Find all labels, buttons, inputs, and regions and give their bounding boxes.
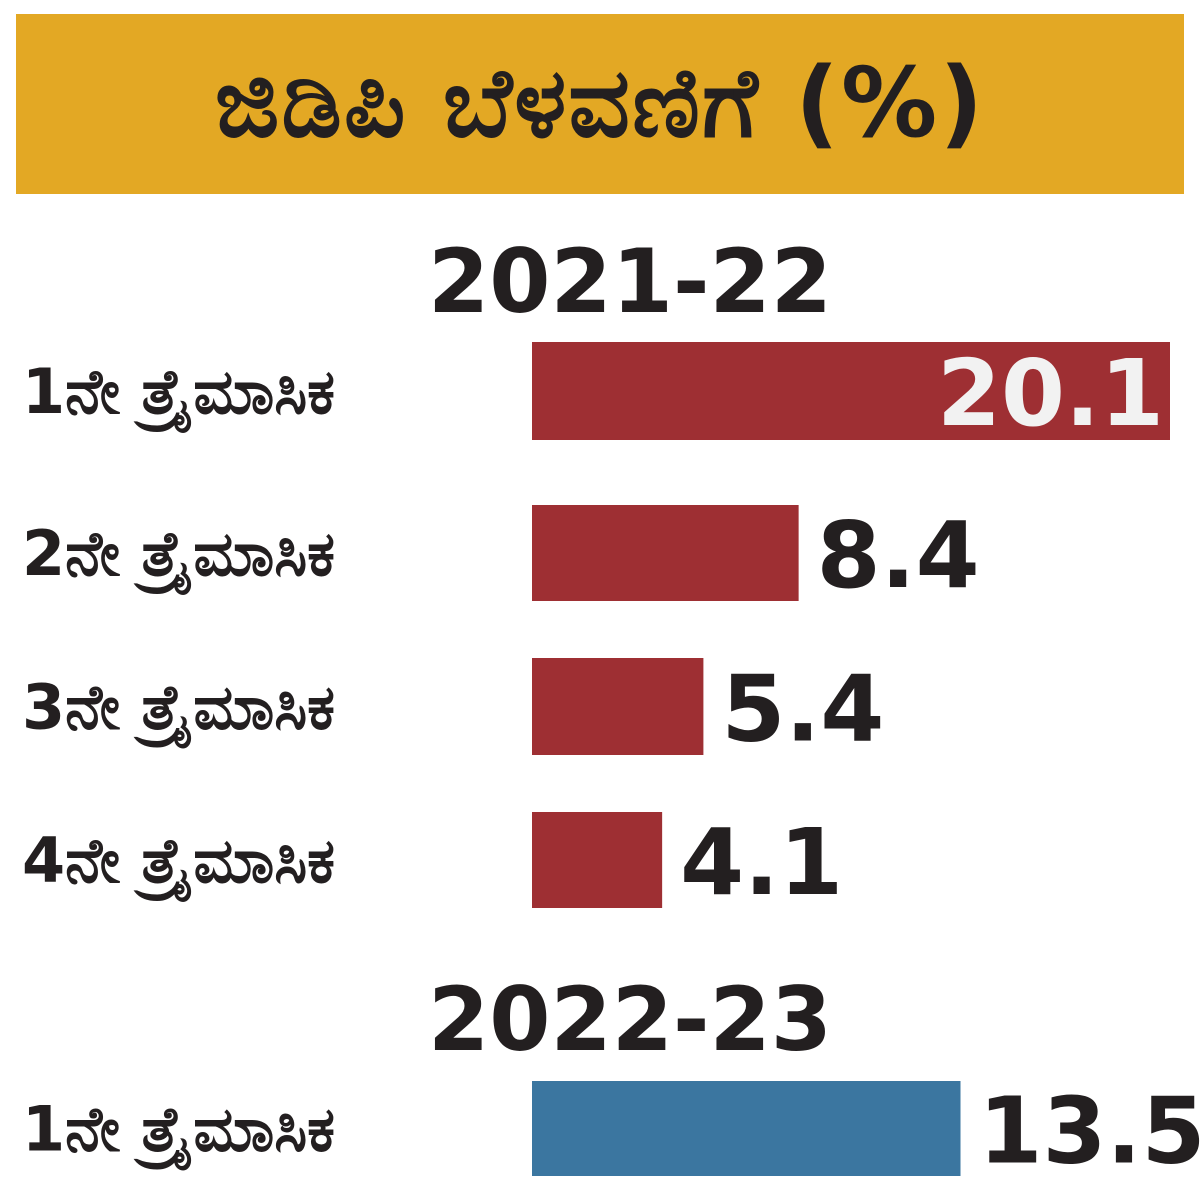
year-label-2021-22: 2021-22 xyxy=(428,230,832,333)
category-label: 1ನೇ ತ್ರೈಮಾಸಿಕ xyxy=(22,1093,335,1172)
category-label: 2ನೇ ತ್ರೈಮಾಸಿಕ xyxy=(22,517,335,596)
category-label: 4ನೇ ತ್ರೈಮಾಸಿಕ xyxy=(22,824,335,903)
category-label: 3ನೇ ತ್ರೈಮಾಸಿಕ xyxy=(22,671,335,750)
value-label: 5.4 xyxy=(721,656,884,763)
chart-title-banner: ಜಿಡಿಪಿ ಬೆಳವಣಿಗೆ (%) xyxy=(16,14,1184,194)
value-label: 13.5 xyxy=(979,1078,1200,1185)
bar-2021-22-q2 xyxy=(532,505,799,601)
value-label: 8.4 xyxy=(817,502,980,609)
value-label: 4.1 xyxy=(680,809,843,916)
bar-2021-22-q3 xyxy=(532,658,704,755)
year-label-2022-23: 2022-23 xyxy=(428,968,832,1071)
value-label: 20.1 xyxy=(937,340,1164,447)
bar-2022-23-q1 xyxy=(532,1081,961,1176)
chart-title: ಜಿಡಿಪಿ ಬೆಳವಣಿಗೆ (%) xyxy=(214,47,986,159)
bar-2021-22-q4 xyxy=(532,812,663,908)
bar-2021-22-q1 xyxy=(532,342,1170,440)
category-label: 1ನೇ ತ್ರೈಮಾಸಿಕ xyxy=(22,355,335,434)
